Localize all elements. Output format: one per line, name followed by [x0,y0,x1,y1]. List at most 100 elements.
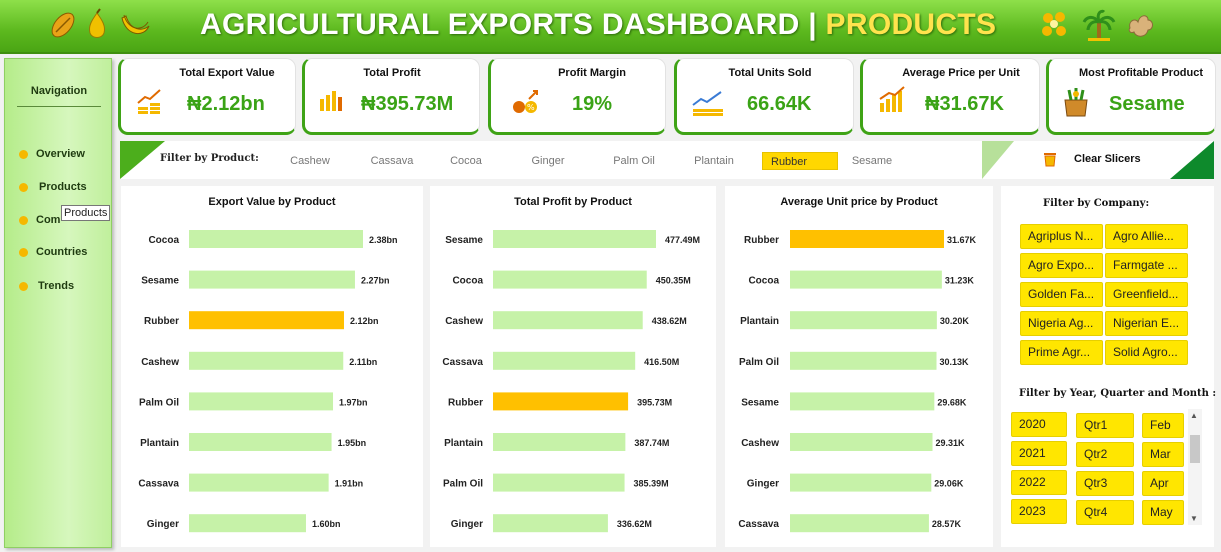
month-option-may[interactable]: May [1142,500,1184,525]
bar-rubber[interactable] [493,392,629,411]
company-option[interactable]: Nigerian E... [1105,311,1188,336]
bullet-icon [19,248,28,257]
bar-sesame[interactable] [790,392,935,411]
bar-sesame[interactable] [493,230,656,248]
bar-cocoa[interactable] [493,270,647,289]
year-option-2022[interactable]: 2022 [1011,470,1067,495]
svg-text:%: % [527,103,535,112]
company-option[interactable]: Farmgate ... [1105,253,1188,278]
bar-ginger[interactable] [790,473,932,492]
bar-plantain[interactable] [493,433,626,451]
company-option[interactable]: Prime Agr... [1020,340,1103,365]
product-option-rubber[interactable]: Rubber [762,152,838,170]
bar-rubber[interactable] [790,230,944,248]
kpi-title: Total Units Sold [728,67,812,79]
clear-filter-icon[interactable] [1042,151,1058,167]
year-option-2020[interactable]: 2020 [1011,412,1067,437]
nav-tooltip: Products [61,205,111,221]
kpi-total-profit: Total Profit ₦395.73M [302,58,480,135]
nav-item-label: Countries [36,246,88,258]
month-option-apr[interactable]: Apr [1142,471,1184,496]
navigation-sidebar: Navigation Overview Products Com Countri… [4,58,112,548]
category-label: Cassava [442,357,483,368]
export-value-bars: Cocoa 2.38bn Sesame 2.27bn Rubber 2.12bn Cashe… [138,230,398,533]
nav-item-overview[interactable]: Overview [19,147,99,163]
category-label: Sesame [141,276,179,287]
nav-item-products[interactable]: Products [19,180,99,196]
bar-palm-oil[interactable] [493,473,625,492]
category-label: Palm Oil [739,357,779,368]
bar-ginger[interactable] [493,514,608,533]
data-label: 336.62M [617,519,652,529]
nav-item-countries[interactable]: Countries [19,245,99,261]
bar-cassava[interactable] [493,351,636,370]
bullet-icon [19,282,28,291]
product-option-palm-oil[interactable]: Palm Oil [613,155,655,167]
product-option-cocoa[interactable]: Cocoa [450,155,482,167]
category-label: Rubber [744,235,779,246]
company-option[interactable]: Golden Fa... [1020,282,1103,307]
product-option-sesame[interactable]: Sesame [851,155,893,167]
category-label: Palm Oil [443,479,483,490]
product-option-plantain[interactable]: Plantain [694,155,734,167]
navigation-divider [17,106,101,107]
data-label: 450.35M [656,276,691,286]
year-option-2023[interactable]: 2023 [1011,499,1067,524]
quarter-option-qtr3[interactable]: Qtr3 [1076,471,1134,496]
average-unit-price-chart: Average Unit price by Product Rubber 31.6… [725,186,993,547]
company-option[interactable]: Agro Expo... [1020,253,1103,278]
bar-plantain[interactable] [189,433,332,451]
category-label: Plantain [444,438,483,449]
bar-cocoa[interactable] [790,270,942,289]
year-option-2021[interactable]: 2021 [1011,441,1067,466]
title-main: AGRICULTURAL EXPORTS DASHBOARD | [200,8,817,41]
bar-ginger[interactable] [189,514,306,533]
nav-item-label: Overview [36,148,85,160]
month-scrollbar[interactable]: ▲ ▼ [1188,409,1202,525]
bar-cashew[interactable] [189,351,344,370]
company-option[interactable]: Agriplus N... [1020,224,1103,249]
category-label: Cashew [141,357,179,368]
clear-slicers-button[interactable]: Clear Slicers [1074,153,1141,165]
bar-plantain[interactable] [790,311,937,330]
palm-tree-icon [1082,9,1116,41]
product-option-ginger[interactable]: Ginger [531,155,565,167]
product-option-cassava[interactable]: Cassava [370,155,414,167]
product-option-cashew[interactable]: Cashew [290,155,330,167]
data-label: 2.27bn [361,276,390,286]
bar-cashew[interactable] [493,311,643,330]
company-option[interactable]: Solid Agro... [1105,340,1188,365]
bar-cocoa[interactable] [189,230,363,248]
bar-cassava[interactable] [790,514,929,533]
quarter-option-qtr4[interactable]: Qtr4 [1076,500,1134,525]
bar-sesame[interactable] [189,270,355,289]
company-option[interactable]: Nigeria Ag... [1020,311,1103,336]
data-label: 438.62M [652,316,687,326]
nav-item-trends[interactable]: Trends [19,279,99,295]
category-label: Rubber [144,316,179,327]
scroll-up-icon[interactable]: ▲ [1190,411,1198,420]
seeds-icon [1042,12,1066,36]
scroll-down-icon[interactable]: ▼ [1190,514,1198,523]
month-option-mar[interactable]: Mar [1142,442,1184,467]
company-option[interactable]: Greenfield... [1105,282,1188,307]
data-label: 387.74M [634,438,669,448]
category-label: Plantain [740,316,779,327]
quarter-option-qtr2[interactable]: Qtr2 [1076,442,1134,467]
growth-chart-icon [879,86,905,112]
dashboard-header: AGRICULTURAL EXPORTS DASHBOARD | PRODUCT… [0,0,1221,54]
bar-cassava[interactable] [189,473,329,492]
bar-palm-oil[interactable] [790,351,937,370]
bar-palm-oil[interactable] [189,392,334,411]
bar-rubber[interactable] [189,311,344,330]
month-option-feb[interactable]: Feb [1142,413,1184,438]
company-option[interactable]: Agro Allie... [1105,224,1188,249]
nav-item-companies[interactable]: Com [19,213,61,229]
category-label: Cocoa [748,276,779,287]
quarter-option-qtr1[interactable]: Qtr1 [1076,413,1134,438]
category-label: Cassava [738,519,779,530]
scrollbar-thumb[interactable] [1190,435,1200,463]
produce-crate-icon [1064,88,1088,117]
category-label: Cassava [138,479,179,490]
bar-cashew[interactable] [790,433,933,451]
